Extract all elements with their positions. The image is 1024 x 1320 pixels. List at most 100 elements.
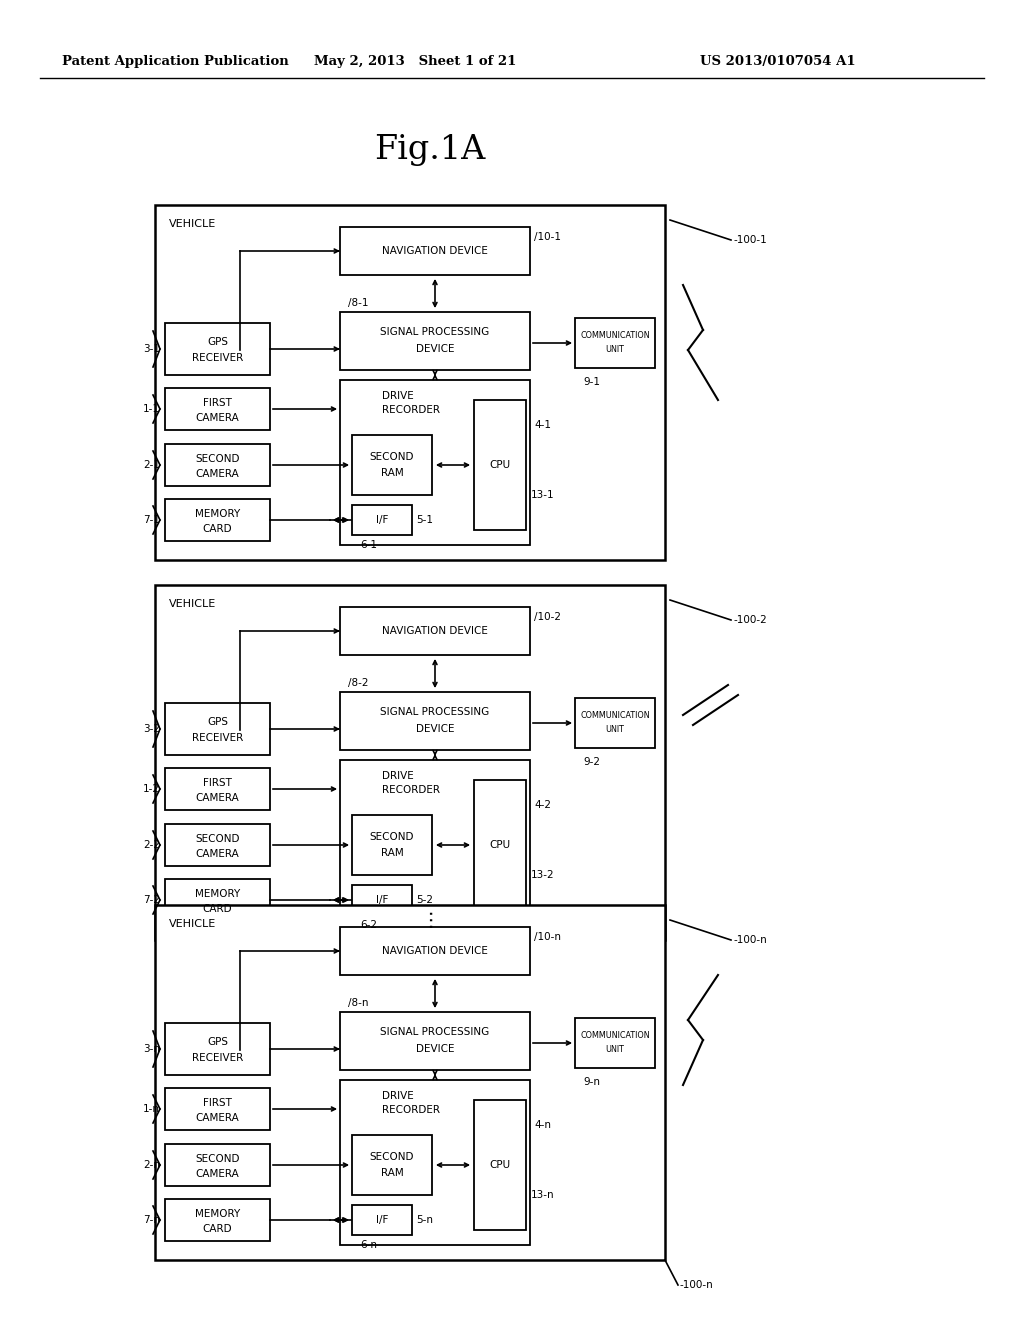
Text: GPS: GPS [207, 1038, 228, 1047]
Bar [165, 499, 270, 541]
Text: SECOND: SECOND [196, 834, 240, 843]
Text: 1-2: 1-2 [143, 784, 160, 795]
Text: RECORDER: RECORDER [382, 1105, 440, 1115]
Bar [474, 1100, 526, 1230]
Bar [352, 1135, 432, 1195]
Bar [340, 927, 530, 975]
Text: CAMERA: CAMERA [196, 793, 240, 803]
Bar [575, 318, 655, 368]
Text: /8-2: /8-2 [348, 678, 369, 688]
Text: SIGNAL PROCESSING: SIGNAL PROCESSING [380, 1027, 489, 1038]
Bar [165, 1088, 270, 1130]
Bar [474, 780, 526, 909]
Text: 3-n: 3-n [143, 1044, 160, 1053]
Text: CPU: CPU [489, 1160, 511, 1170]
Bar [165, 388, 270, 430]
Text: CARD: CARD [203, 524, 232, 535]
Text: SIGNAL PROCESSING: SIGNAL PROCESSING [380, 708, 489, 717]
Text: 5-n: 5-n [416, 1214, 433, 1225]
Text: May 2, 2013   Sheet 1 of 21: May 2, 2013 Sheet 1 of 21 [313, 55, 516, 69]
Bar [340, 380, 530, 545]
Text: RECORDER: RECORDER [382, 785, 440, 795]
Text: CPU: CPU [489, 459, 511, 470]
Bar [155, 906, 665, 1261]
Text: US 2013/0107054 A1: US 2013/0107054 A1 [700, 55, 856, 69]
Text: 7-1: 7-1 [143, 515, 160, 525]
Bar [352, 436, 432, 495]
Text: UNIT: UNIT [605, 726, 625, 734]
Bar [340, 760, 530, 925]
Text: NAVIGATION DEVICE: NAVIGATION DEVICE [382, 626, 488, 636]
Text: UNIT: UNIT [605, 1045, 625, 1055]
Text: 4-1: 4-1 [534, 420, 551, 430]
Bar [155, 585, 665, 940]
Text: GPS: GPS [207, 717, 228, 727]
Text: CAMERA: CAMERA [196, 1113, 240, 1123]
Text: NAVIGATION DEVICE: NAVIGATION DEVICE [382, 246, 488, 256]
Text: 3-1: 3-1 [143, 345, 160, 354]
Text: CPU: CPU [489, 840, 511, 850]
Text: SECOND: SECOND [370, 451, 415, 462]
Text: MEMORY: MEMORY [195, 1209, 240, 1218]
Text: 6-1: 6-1 [360, 540, 377, 550]
Text: VEHICLE: VEHICLE [169, 219, 216, 228]
Text: I/F: I/F [376, 515, 388, 525]
Bar [340, 1080, 530, 1245]
Text: I/F: I/F [376, 895, 388, 906]
Text: 2-1: 2-1 [143, 459, 160, 470]
Text: RAM: RAM [381, 847, 403, 858]
Text: RECEIVER: RECEIVER [191, 1053, 243, 1063]
Text: DRIVE: DRIVE [382, 391, 414, 401]
Text: FIRST: FIRST [203, 399, 232, 408]
Text: DEVICE: DEVICE [416, 1044, 455, 1053]
Text: UNIT: UNIT [605, 346, 625, 355]
Bar [352, 814, 432, 875]
Text: RECORDER: RECORDER [382, 405, 440, 414]
Text: FIRST: FIRST [203, 1098, 232, 1107]
Text: VEHICLE: VEHICLE [169, 919, 216, 929]
Text: 7-n: 7-n [143, 1214, 160, 1225]
Text: SECOND: SECOND [196, 1154, 240, 1164]
Text: 9-n: 9-n [583, 1077, 600, 1086]
Text: RAM: RAM [381, 1168, 403, 1177]
Text: -100-1: -100-1 [733, 235, 767, 246]
Text: CAMERA: CAMERA [196, 849, 240, 859]
Text: 3-2: 3-2 [143, 723, 160, 734]
Text: 4-2: 4-2 [534, 800, 551, 810]
Text: Patent Application Publication: Patent Application Publication [62, 55, 289, 69]
Text: RECEIVER: RECEIVER [191, 733, 243, 743]
Text: CARD: CARD [203, 904, 232, 913]
Text: 9-2: 9-2 [583, 756, 600, 767]
Text: /8-1: /8-1 [348, 298, 369, 308]
Bar [575, 698, 655, 748]
Text: /10-n: /10-n [534, 932, 561, 942]
Bar [340, 227, 530, 275]
Text: CAMERA: CAMERA [196, 469, 240, 479]
Text: I/F: I/F [376, 1214, 388, 1225]
Bar [340, 692, 530, 750]
Text: CAMERA: CAMERA [196, 1170, 240, 1179]
Text: 13-2: 13-2 [531, 870, 555, 880]
Bar [352, 884, 412, 915]
Text: 1-1: 1-1 [143, 404, 160, 414]
Bar [352, 506, 412, 535]
Bar [165, 1144, 270, 1185]
Text: RAM: RAM [381, 469, 403, 478]
Text: 4-n: 4-n [534, 1119, 551, 1130]
Bar [155, 205, 665, 560]
Text: GPS: GPS [207, 337, 228, 347]
Bar [165, 1023, 270, 1074]
Text: 13-n: 13-n [531, 1191, 555, 1200]
Bar [165, 323, 270, 375]
Text: /8-n: /8-n [348, 998, 369, 1008]
Bar [340, 312, 530, 370]
Text: -100-n: -100-n [733, 935, 767, 945]
Bar [474, 400, 526, 531]
Text: 1-n: 1-n [143, 1104, 160, 1114]
Bar [165, 1199, 270, 1241]
Text: VEHICLE: VEHICLE [169, 599, 216, 609]
Text: 9-1: 9-1 [583, 378, 600, 387]
Bar [575, 1018, 655, 1068]
Text: -100-2: -100-2 [733, 615, 767, 624]
Text: DEVICE: DEVICE [416, 345, 455, 354]
